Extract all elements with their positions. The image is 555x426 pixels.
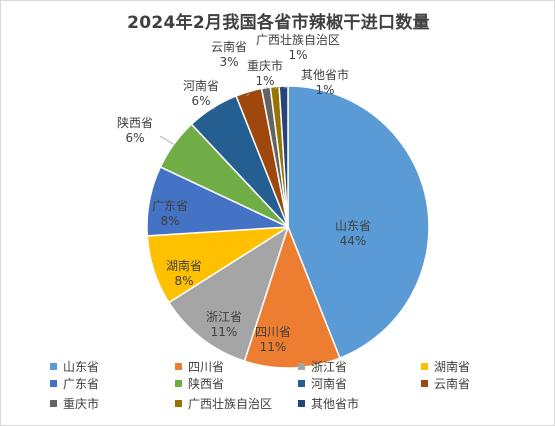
legend-swatch-7 bbox=[298, 379, 305, 387]
legend-label-3: 浙江省 bbox=[311, 359, 348, 374]
legend-item-7: 河南省 bbox=[298, 375, 347, 391]
leader-line-6 bbox=[159, 135, 176, 146]
legend-label-9: 重庆市 bbox=[63, 396, 100, 411]
legend-swatch-6 bbox=[175, 379, 182, 387]
legend-label-6: 陕西省 bbox=[188, 376, 225, 391]
legend-item-10: 广西壮族自治区 bbox=[175, 395, 272, 411]
slice-1 bbox=[287, 85, 430, 360]
legend-swatch-1 bbox=[50, 362, 57, 370]
legend-swatch-11 bbox=[298, 399, 305, 407]
legend-swatch-3 bbox=[298, 362, 305, 370]
legend-label-7: 河南省 bbox=[311, 376, 348, 391]
legend-item-6: 陕西省 bbox=[175, 375, 224, 391]
legend-swatch-5 bbox=[50, 379, 57, 387]
legend-label-1: 山东省 bbox=[63, 359, 100, 374]
data-label-10: 广西壮族自治区 1% bbox=[256, 33, 340, 62]
legend-label-5: 广东省 bbox=[63, 376, 100, 391]
legend-label-11: 其他省市 bbox=[311, 396, 360, 411]
legend-item-8: 云南省 bbox=[421, 375, 470, 391]
data-label-9: 重庆市 1% bbox=[247, 58, 283, 88]
legend-item-9: 重庆市 bbox=[50, 395, 99, 411]
leader-lines bbox=[159, 86, 289, 146]
leader-line-10 bbox=[274, 86, 282, 89]
legend-swatch-9 bbox=[50, 399, 57, 407]
legend-swatch-8 bbox=[421, 379, 428, 387]
leader-line-8 bbox=[246, 93, 250, 97]
data-label-6: 陕西省 6% bbox=[117, 115, 153, 145]
data-label-3: 浙江省 11% bbox=[206, 310, 242, 339]
chart-title: 2024年2月我国各省市辣椒干进口数量 bbox=[127, 13, 430, 33]
leader-line-9 bbox=[265, 86, 268, 90]
slice-2 bbox=[243, 224, 341, 369]
data-label-5: 广东省 8% bbox=[152, 199, 188, 228]
legend-item-4: 湖南省 bbox=[421, 358, 470, 374]
data-labels: 山东省 44% 四川省 11% 浙江省 11%湖南省 8% 广东省 8% 陕西省 6% 河南省 6% 云南… bbox=[117, 33, 371, 354]
legend-label-10: 广西壮族自治区 bbox=[188, 396, 273, 411]
legend-item-1: 山东省 bbox=[50, 358, 99, 374]
data-label-4: 湖南省 8% bbox=[166, 258, 202, 288]
data-label-11: 其他省市 1% bbox=[301, 67, 349, 97]
legend-label-8: 云南省 bbox=[434, 376, 471, 391]
legend-item-5: 广东省 bbox=[50, 375, 99, 391]
pie-slices bbox=[146, 85, 430, 369]
slice-3 bbox=[167, 225, 290, 363]
legend-label-4: 湖南省 bbox=[434, 359, 471, 374]
legend-label-2: 四川省 bbox=[188, 359, 225, 374]
data-label-1: 山东省 44% bbox=[335, 219, 371, 248]
legend-item-2: 四川省 bbox=[175, 358, 224, 374]
data-label-7: 河南省 6% bbox=[183, 78, 219, 108]
data-label-8: 云南省 3% bbox=[211, 39, 247, 69]
legend-swatch-4 bbox=[421, 362, 428, 370]
leader-line-7 bbox=[213, 106, 216, 110]
legend-item-3: 浙江省 bbox=[298, 358, 347, 374]
data-label-2: 四川省 11% bbox=[255, 325, 291, 354]
legend-item-11: 其他省市 bbox=[298, 395, 359, 411]
leader-line-11 bbox=[283, 86, 289, 89]
legend-swatch-10 bbox=[175, 399, 182, 407]
legend-swatch-2 bbox=[175, 362, 182, 370]
slice-11 bbox=[278, 85, 289, 228]
